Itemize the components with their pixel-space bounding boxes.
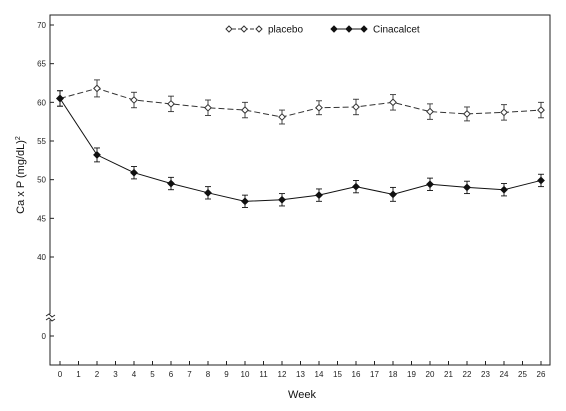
data-point xyxy=(463,110,471,118)
data-point xyxy=(93,84,101,93)
data-point xyxy=(241,106,249,114)
legend-item-cinacalcet: Cinacalcet xyxy=(330,25,420,36)
x-tick-label: 17 xyxy=(370,370,379,379)
x-tick-label: 26 xyxy=(537,370,546,379)
x-tick-label: 22 xyxy=(463,370,472,379)
x-tick-label: 11 xyxy=(259,370,268,379)
legend-marker xyxy=(345,25,353,33)
data-point xyxy=(241,197,249,206)
x-tick-label: 5 xyxy=(150,370,155,379)
axis-break-gap xyxy=(47,314,53,320)
x-tick-label: 20 xyxy=(426,370,435,379)
data-point xyxy=(93,151,101,159)
data-point xyxy=(426,180,434,189)
legend-label: Cinacalcet xyxy=(373,25,420,36)
data-point xyxy=(500,108,508,117)
series-line-placebo xyxy=(59,87,542,118)
x-tick-label: 0 xyxy=(58,370,63,379)
x-tick-label: 8 xyxy=(206,370,211,379)
x-axis-label: Week xyxy=(288,389,316,401)
y-tick-label: 65 xyxy=(37,60,46,69)
legend-label: placebo xyxy=(268,25,303,36)
x-tick-label: 4 xyxy=(132,370,137,379)
x-tick-label: 15 xyxy=(333,370,342,379)
data-point xyxy=(352,182,360,191)
y-axis-label: Ca x P (mg/dL)2 xyxy=(15,136,27,214)
y-axis-label-superscript: 2 xyxy=(15,136,22,140)
legend: placebo Cinacalcet xyxy=(225,25,420,36)
x-tick-label: 23 xyxy=(481,370,490,379)
svg-text:Ca x P (mg/dL)2: Ca x P (mg/dL)2 xyxy=(15,136,27,214)
x-tick-label: 14 xyxy=(315,370,324,379)
x-tick-label: 12 xyxy=(278,370,287,379)
data-point xyxy=(130,96,138,104)
x-tick-label: 10 xyxy=(241,370,250,379)
data-point xyxy=(278,113,286,121)
data-point xyxy=(537,106,545,114)
series-cinacalcet xyxy=(56,90,545,208)
y-tick-label: 50 xyxy=(37,176,46,185)
series-line-cinacalcet xyxy=(59,98,542,202)
y-tick-label-zero: 0 xyxy=(42,332,47,341)
data-point xyxy=(204,103,212,112)
y-tick-label: 60 xyxy=(37,98,46,107)
data-point xyxy=(426,107,434,116)
data-point xyxy=(352,103,360,111)
x-tick-label: 13 xyxy=(296,370,305,379)
legend-marker xyxy=(330,25,338,33)
x-tick-label: 18 xyxy=(389,370,398,379)
legend-item-placebo: placebo xyxy=(225,25,303,36)
data-point xyxy=(389,98,397,107)
x-tick-label: 9 xyxy=(224,370,229,379)
y-tick-label: 70 xyxy=(37,21,46,30)
x-tick-label: 24 xyxy=(500,370,509,379)
x-tick-label: 7 xyxy=(187,370,192,379)
y-tick-label: 55 xyxy=(37,137,46,146)
x-tick-label: 3 xyxy=(113,370,118,379)
x-tick-label: 6 xyxy=(169,370,174,379)
legend-marker xyxy=(225,25,233,33)
data-point xyxy=(315,191,323,200)
x-tick-label: 21 xyxy=(444,370,453,379)
data-point xyxy=(463,183,471,192)
data-point xyxy=(315,103,323,112)
series-placebo xyxy=(56,79,545,125)
series-layer xyxy=(56,79,545,208)
legend-marker xyxy=(360,25,368,33)
data-point xyxy=(537,176,545,185)
y-axis-label-text: Ca x P (mg/dL) xyxy=(15,140,27,214)
data-point xyxy=(167,99,175,108)
data-point xyxy=(130,168,138,177)
data-point xyxy=(204,188,212,197)
plot-frame xyxy=(49,14,551,366)
data-point xyxy=(56,94,64,103)
data-point xyxy=(500,185,508,194)
data-point xyxy=(167,179,175,188)
y-tick-label: 40 xyxy=(37,253,46,262)
legend-marker xyxy=(255,25,263,33)
data-point xyxy=(389,190,397,199)
x-tick-label: 25 xyxy=(518,370,527,379)
legend-marker xyxy=(240,25,248,33)
x-tick-label: 16 xyxy=(352,370,361,379)
data-point xyxy=(278,195,286,204)
axis-break-mark xyxy=(45,313,56,322)
y-tick-label: 45 xyxy=(37,214,46,223)
x-tick-label: 19 xyxy=(407,370,416,379)
x-tick-label: 1 xyxy=(76,370,81,379)
x-tick-label: 2 xyxy=(95,370,100,379)
